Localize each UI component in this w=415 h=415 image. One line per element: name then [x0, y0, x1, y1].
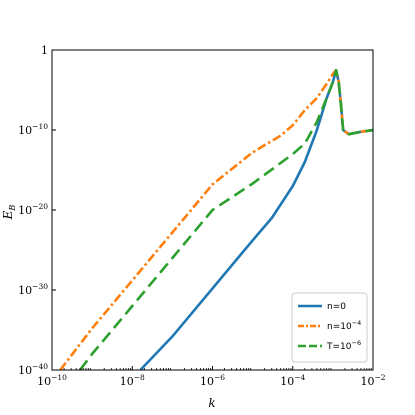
- ticks-layer: 10−10 10−8 10−6 10−4 10−2 1 10−10 10−20 10−30 10−…: [18, 44, 386, 388]
- x-tick-label: 10−4: [280, 373, 305, 388]
- series-layer: [59, 68, 373, 370]
- legend-label-3: T=10−6: [326, 339, 361, 352]
- y-tick-label: 1: [41, 44, 48, 57]
- legend-label-2: n=10−4: [327, 319, 361, 332]
- legend-label-1: n=0: [327, 302, 346, 312]
- y-axis-label: EB: [1, 205, 17, 221]
- x-tick-label: 10−8: [120, 373, 145, 388]
- series-line-3: [78, 68, 373, 370]
- y-tick-label: 10−30: [18, 282, 48, 297]
- x-tick-label: 10−6: [200, 373, 225, 388]
- y-tick-label: 10−20: [18, 202, 48, 217]
- y-axis-label-subscript: B: [8, 205, 17, 212]
- legend: n=0 n=10−4 T=10−6: [291, 292, 368, 363]
- y-tick-label: 10−40: [18, 362, 48, 377]
- y-tick-label: 10−10: [18, 122, 48, 137]
- x-axis-label: k: [208, 396, 215, 410]
- x-tick-label: 10−10: [37, 373, 67, 388]
- series-line-2: [59, 68, 373, 370]
- x-tick-label: 10−2: [360, 373, 385, 388]
